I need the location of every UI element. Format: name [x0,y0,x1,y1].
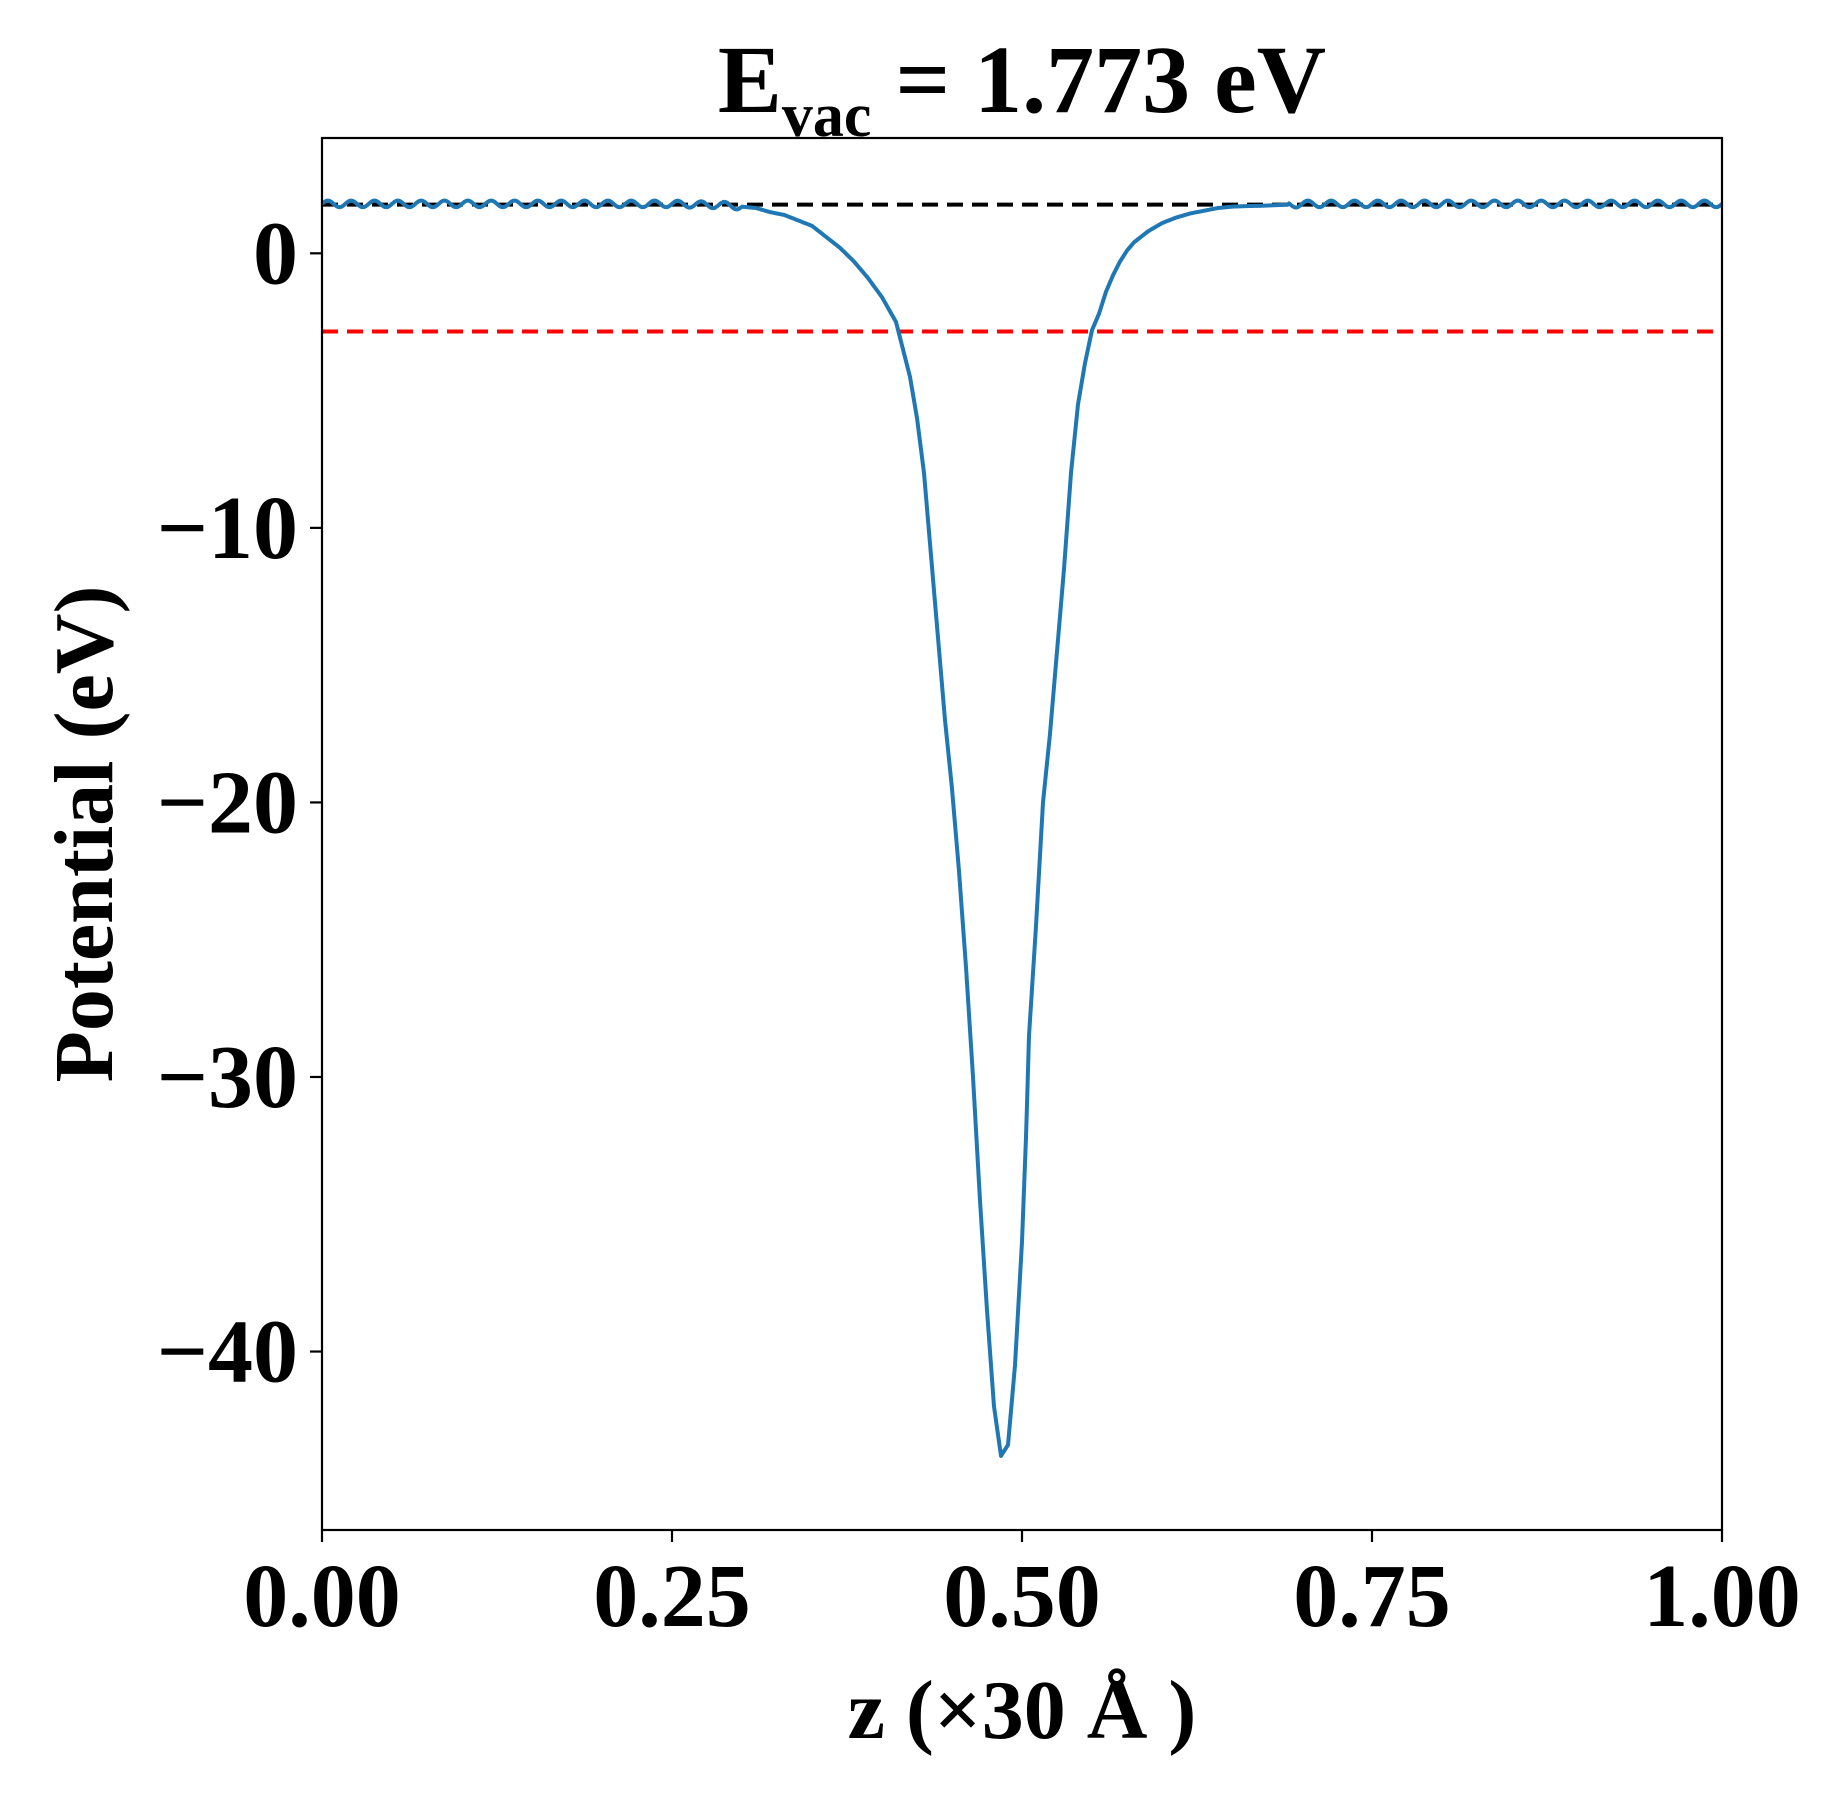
x-tick-label: 0.75 [1293,1547,1451,1646]
y-axis-ticks: 0 −10 −20 −30 −40 [157,204,322,1402]
y-tick-label: −20 [157,753,298,852]
chart-title-main: E [718,26,782,133]
y-tick-label: 0 [253,204,298,303]
series-layer [320,198,1724,1458]
x-tick-label: 0.25 [593,1547,751,1646]
x-axis-ticks: 0.00 0.25 0.50 0.75 1.00 [243,1530,1801,1646]
chart-title-subscript: vac [782,82,872,150]
chart-title-rest: = 1.773 eV [871,26,1326,133]
x-axis-label: z (×30 Å ) [848,1664,1197,1757]
x-tick-label: 0.50 [943,1547,1101,1646]
reference-lines [322,202,1722,334]
y-tick-label: −40 [157,1303,298,1402]
y-tick-label: −30 [157,1028,298,1127]
plot-frame [320,136,1724,1532]
y-axis-label: Potential (eV) [38,586,131,1083]
chart-title: Evac = 1.773 eV [718,26,1326,150]
x-tick-label: 0.00 [243,1547,401,1646]
series-line-1 [320,198,1724,1458]
x-tick-label: 1.00 [1643,1547,1801,1646]
y-tick-label: −10 [157,479,298,578]
